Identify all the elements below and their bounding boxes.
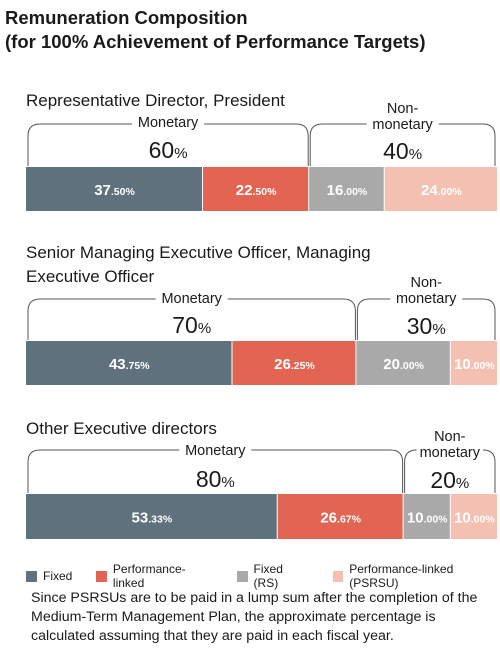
nonmonetary-label-line1: Non- [387,101,419,117]
bar-value-label: 16.00% [327,182,368,199]
bar-segment-performance-linked-psrsu [450,494,497,539]
legend-swatch [236,570,248,582]
monetary-total: 80% [196,466,235,492]
nonmonetary-label-line2: monetary [396,291,457,307]
chart-title-line1: Remuneration Composition [5,7,248,28]
legend-item: Performance-linked [96,562,213,590]
category-label: Other Executive directors [26,419,217,438]
legend-label: Performance-linked (PSRSU) [349,562,454,590]
monetary-label: Monetary [185,443,246,459]
monetary-bracket [27,449,404,493]
bar-segment-performance-linked-psrsu [384,167,497,211]
nonmonetary-total: 40% [383,138,422,164]
bar-segment-performance-linked [203,167,309,211]
bar-value-label: 10.00% [407,510,448,527]
bar-value-label: 10.00% [454,510,495,527]
legend-item: Fixed [26,569,72,583]
monetary-total: 70% [172,312,211,338]
monetary-total: 60% [149,137,188,163]
bar-segment-fixed [26,494,277,539]
bar-segment-fixed-rs [403,494,450,539]
bar-segment-performance-linked-psrsu [450,341,497,385]
bar-value-label: 43.75% [109,356,150,373]
bar-value-label: 20.00% [383,356,424,373]
nonmonetary-label-line2: monetary [372,117,433,133]
bar-value-label: 37.50% [94,182,135,199]
nonmonetary-bracket [356,298,496,340]
nonmonetary-bracket [309,123,496,166]
bar-segment-performance-linked [232,341,356,385]
monetary-bracket [27,123,309,166]
nonmonetary-total: 30% [407,313,446,339]
bar-segment-fixed-rs [309,167,384,211]
bar-value-label: 53.33% [132,510,173,527]
legend-item: Fixed (RS) [236,562,309,590]
monetary-bracket [27,298,356,340]
nonmonetary-total: 20% [430,467,469,493]
nonmonetary-label-line2: monetary [420,445,481,461]
stacked-bar-chart: Representative Director, President 37.50%… [26,91,497,539]
bar-value-label: 26.25% [274,356,315,373]
nonmonetary-label-line1: Non- [434,429,466,445]
chart-title: Remuneration Composition (for 100% Achie… [5,6,426,54]
monetary-label: Monetary [161,291,222,307]
chart-title-line2: (for 100% Achievement of Performance Tar… [5,31,426,52]
legend-swatch [96,570,107,582]
bar-segment-fixed [26,167,202,211]
category-label: Representative Director, President [26,91,285,110]
bar-value-label: 26.67% [320,510,361,527]
category-label: Senior Managing Executive Officer, Manag… [26,243,371,262]
bar-segment-performance-linked [277,494,403,539]
bar-value-label: 24.00% [421,182,462,199]
nonmonetary-bracket [404,449,496,493]
legend-label: Performance-linked [112,562,186,590]
category-label: Executive Officer [26,267,155,286]
monetary-label: Monetary [138,115,199,131]
bar-value-label: 10.00% [454,356,495,373]
bar-value-label: 22.50% [236,182,277,199]
bar-segment-fixed-rs [356,341,450,385]
legend-label: Fixed [43,569,73,583]
legend-label: Fixed (RS) [253,562,283,590]
legend-swatch [332,570,344,582]
legend-item: Performance-linked (PSRSU) [332,562,500,590]
footnote: Since PSRSUs are to be paid in a lump su… [31,590,478,644]
bar-segment-fixed [26,341,232,385]
legend: Fixed Performance-linked Fixed (RS) Perform… [26,562,500,590]
legend-swatch [26,570,37,582]
nonmonetary-label-line1: Non- [410,275,442,291]
